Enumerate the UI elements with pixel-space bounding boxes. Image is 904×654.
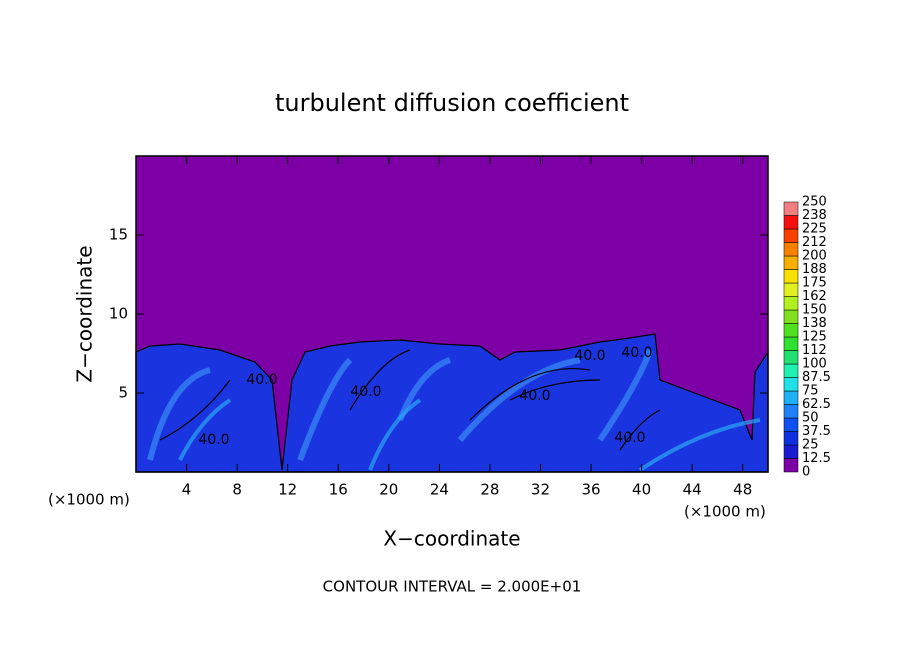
colorbar-bin	[783, 269, 799, 284]
y-axis-label: Z−coordinate	[73, 245, 97, 382]
colorbar-label: 212	[802, 235, 827, 250]
x-tick-label: 16	[329, 481, 348, 499]
x-tick-label: 36	[581, 481, 600, 499]
contour-label: 40.0	[246, 372, 277, 388]
x-tick-label: 24	[430, 481, 449, 499]
colorbar-bin	[783, 350, 799, 365]
colorbar-label: 50	[802, 411, 819, 426]
colorbar-bin	[783, 336, 799, 351]
colorbar-bin	[783, 417, 799, 432]
colorbar-bin	[783, 390, 799, 405]
colorbar-label: 62.5	[802, 397, 831, 412]
colorbar-label: 238	[802, 208, 827, 223]
footer: CONTOUR INTERVAL = 2.000E+01	[323, 578, 582, 596]
colorbar-bin	[783, 444, 799, 459]
colorbar-label: 175	[802, 276, 827, 291]
colorbar-label: 200	[802, 249, 827, 264]
colorbar-label: 87.5	[802, 370, 831, 385]
y-tick-label: 5	[118, 384, 128, 402]
colorbar-label: 188	[802, 262, 827, 277]
y-tick-label: 10	[109, 305, 128, 323]
colorbar-bin	[783, 323, 799, 338]
colorbar-bin	[783, 242, 799, 257]
contour-label: 40.0	[198, 432, 229, 448]
contour-label: 40.0	[621, 345, 652, 361]
colorbar-label: 25	[802, 438, 819, 453]
contour-line	[159, 349, 661, 451]
colorbar-label: 12.5	[802, 451, 831, 466]
colorbar-bin	[783, 458, 799, 473]
colorbar-bin	[783, 215, 799, 230]
colorbar-bin	[783, 255, 799, 270]
colorbar-label: 138	[802, 316, 827, 331]
y-unit: (×1000 m)	[48, 491, 130, 509]
colorbar-label: 225	[802, 222, 827, 237]
chart-title: turbulent diffusion coefficient	[275, 89, 629, 117]
colorbar-bin	[783, 201, 799, 216]
y-tick-label: 15	[109, 226, 128, 244]
colorbar-label: 112	[802, 343, 827, 358]
colorbar-bin	[783, 404, 799, 419]
x-tick-label: 32	[531, 481, 550, 499]
colorbar-label: 162	[802, 289, 827, 304]
colorbar-bin	[783, 431, 799, 446]
colorbar-label: 100	[802, 357, 827, 372]
colorbar-bin	[783, 282, 799, 297]
x-tick-label: 12	[278, 481, 297, 499]
x-unit: (×1000 m)	[684, 503, 766, 521]
x-tick-label: 8	[232, 481, 242, 499]
field	[135, 156, 769, 473]
x-tick-label: 28	[480, 481, 499, 499]
x-tick-label: 20	[379, 481, 398, 499]
contour-label: 40.0	[519, 388, 550, 404]
contour-label: 40.0	[614, 430, 645, 446]
colorbar-bin	[783, 228, 799, 243]
x-tick-label: 4	[182, 481, 192, 499]
colorbar-label: 125	[802, 330, 827, 345]
x-tick-label: 48	[733, 481, 752, 499]
x-axis-label: X−coordinate	[383, 527, 520, 551]
x-tick-label: 44	[683, 481, 702, 499]
colorbar-label: 250	[802, 195, 827, 210]
contour-label: 40.0	[574, 348, 605, 364]
streak	[178, 398, 761, 472]
x-tick-label: 40	[632, 481, 651, 499]
colorbar-label: 75	[802, 384, 819, 399]
turbulent-region	[135, 333, 769, 473]
streak	[147, 349, 653, 462]
colorbar-label: 37.5	[802, 424, 831, 439]
colorbar-bin	[783, 377, 799, 392]
colorbar-label: 0	[802, 465, 810, 480]
colorbar-bin	[783, 363, 799, 378]
colorbar-bin	[783, 296, 799, 311]
contour-label: 40.0	[350, 384, 381, 400]
colorbar-bin	[783, 309, 799, 324]
colorbar-label: 150	[802, 303, 827, 318]
